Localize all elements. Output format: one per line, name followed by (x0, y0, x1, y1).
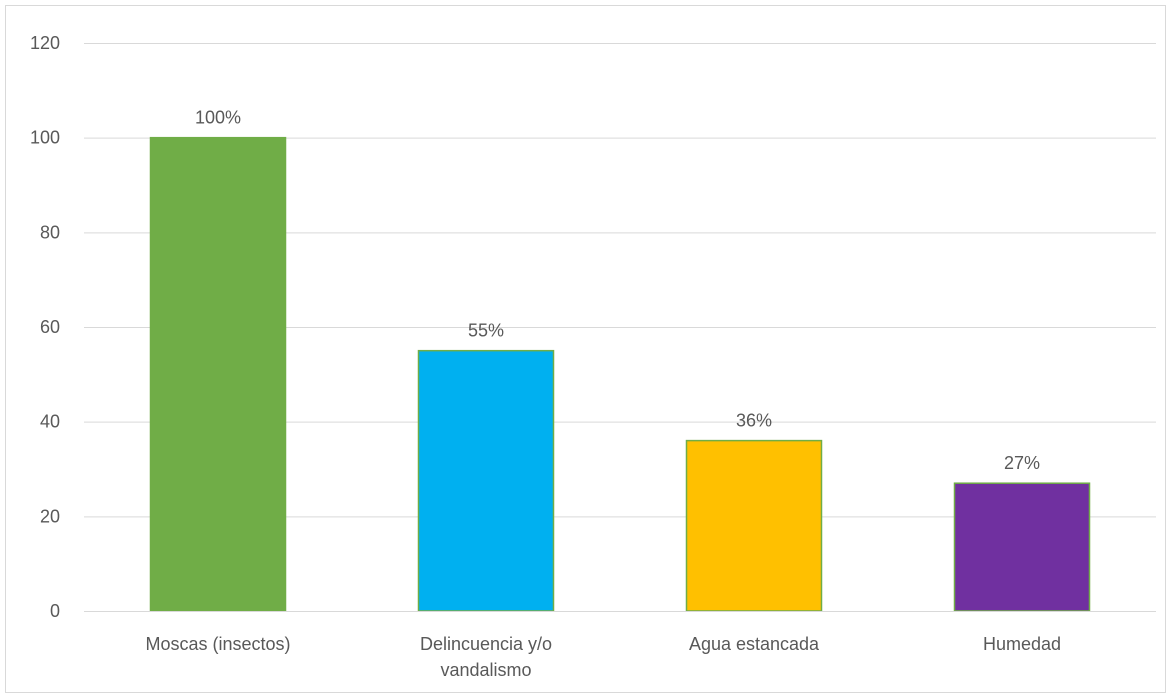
bars (149, 136, 1091, 612)
y-tick-label: 100 (30, 128, 60, 148)
y-tick-label: 80 (40, 222, 60, 242)
x-category-label: Moscas (insectos) (145, 634, 290, 654)
data-label: 27% (1004, 453, 1040, 473)
x-axis-category-labels: Moscas (insectos) Delincuencia y/o vandali… (145, 634, 1061, 680)
y-tick-label: 120 (30, 33, 60, 53)
x-category-label: Agua estancada (689, 634, 820, 654)
y-tick-label: 0 (50, 601, 60, 621)
data-label: 36% (736, 411, 772, 431)
bar (953, 482, 1091, 612)
data-labels: 100% 55% 36% 27% (195, 108, 1040, 474)
bar (149, 136, 287, 612)
x-category-label: Humedad (983, 634, 1061, 654)
x-category-label-line: Humedad (983, 634, 1061, 654)
y-tick-label: 40 (40, 412, 60, 432)
bar (685, 439, 823, 612)
bar (417, 349, 555, 612)
y-tick-label: 60 (40, 317, 60, 337)
y-tick-label: 20 (40, 506, 60, 526)
x-category-label-line: Agua estancada (689, 634, 820, 654)
y-axis-tick-labels: 0 20 40 60 80 100 120 (30, 33, 60, 621)
x-category-label: Delincuencia y/o vandalismo (420, 634, 552, 680)
x-category-label-line: vandalismo (440, 660, 531, 680)
x-category-label-line: Moscas (insectos) (145, 634, 290, 654)
data-label: 55% (468, 321, 504, 341)
x-category-label-line: Delincuencia y/o (420, 634, 552, 654)
data-label: 100% (195, 108, 241, 128)
